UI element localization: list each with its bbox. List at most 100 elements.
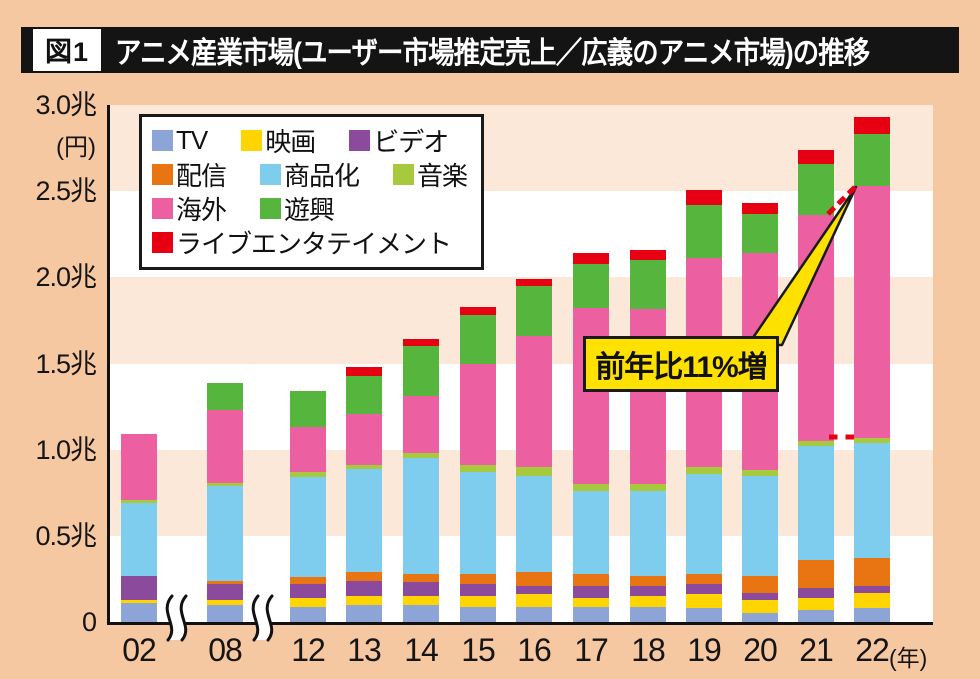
bar-segment-tv bbox=[346, 604, 382, 622]
y-axis-unit: (円) bbox=[56, 134, 96, 161]
bar-segment-movie bbox=[346, 596, 382, 605]
bar-segment-movie bbox=[516, 594, 552, 607]
bar-segment-streaming bbox=[516, 572, 552, 586]
bar-segment-streaming bbox=[346, 572, 382, 581]
y-axis-tick: 3.0兆 bbox=[35, 90, 97, 120]
bar-segment-overseas bbox=[516, 335, 552, 467]
bar-segment-live-entertainment bbox=[460, 306, 496, 316]
bar-segment-streaming bbox=[207, 580, 243, 585]
bar-segment-streaming bbox=[403, 573, 439, 583]
bar-segment-streaming bbox=[798, 559, 834, 588]
bar-segment-live-entertainment bbox=[516, 279, 552, 286]
bar-segment-video bbox=[573, 585, 609, 598]
y-axis: (円) 3.0兆 2.5兆 2.0兆 1.5兆 1.0兆 0.5兆 0 bbox=[0, 90, 99, 637]
title-bar: 図1 アニメ産業市場(ユーザー市場推定売上／広義のアニメ市場)の推移 bbox=[21, 27, 959, 73]
bar-segment-video bbox=[346, 580, 382, 597]
bar-21 bbox=[798, 149, 834, 622]
legend-swatch-amusement bbox=[260, 197, 282, 219]
legend-item-overseas: 海外 bbox=[152, 190, 227, 227]
bar-segment-overseas bbox=[460, 363, 496, 466]
y-axis-tick: 0.5兆 bbox=[35, 520, 97, 551]
bar-segment-tv bbox=[686, 608, 722, 622]
bar-segment-music bbox=[573, 484, 609, 492]
bar-segment-live-entertainment bbox=[854, 117, 890, 135]
bar-segment-live-entertainment bbox=[798, 149, 834, 164]
x-axis-label-16: 16 bbox=[517, 632, 552, 668]
x-axis-label-17: 17 bbox=[574, 632, 609, 668]
legend-swatch-tv bbox=[152, 129, 173, 151]
bar-segment-overseas bbox=[854, 185, 890, 438]
bar-segment-overseas bbox=[403, 396, 439, 454]
legend-item-amusement: 遊興 bbox=[260, 190, 335, 227]
x-axis-label-19: 19 bbox=[687, 632, 722, 668]
bar-12 bbox=[290, 391, 326, 622]
legend: TV 映画 ビデオ 配信 商品化 音楽 海外 遊興 ライブエンタテイメント bbox=[139, 114, 485, 270]
x-axis-label-13: 13 bbox=[347, 632, 382, 668]
bar-segment-video bbox=[742, 592, 778, 600]
bar-segment-amusement bbox=[516, 285, 552, 336]
bar-segment-movie bbox=[742, 599, 778, 614]
bar-segment-overseas bbox=[207, 410, 243, 483]
bar-segment-streaming bbox=[290, 577, 326, 585]
legend-swatch-overseas bbox=[152, 197, 173, 219]
bar-segment-tv bbox=[854, 608, 890, 622]
bar-segment-movie bbox=[798, 597, 834, 610]
callout-text: 前年比11%増 bbox=[595, 351, 767, 384]
bar-segment-overseas bbox=[573, 308, 609, 485]
legend-item-merchandising: 商品化 bbox=[260, 156, 360, 193]
legend-item-live-entertainment: ライブエンタテイメント bbox=[152, 224, 452, 261]
bar-segment-tv bbox=[798, 609, 834, 622]
legend-item-movie: 映画 bbox=[241, 122, 316, 159]
bar-segment-overseas bbox=[798, 215, 834, 442]
bar-segment-merchandising bbox=[573, 491, 609, 574]
bar-segment-tv bbox=[290, 606, 326, 622]
bar-segment-overseas bbox=[290, 427, 326, 473]
bar-segment-amusement bbox=[854, 134, 890, 186]
legend-item-music: 音楽 bbox=[393, 156, 468, 193]
bar-segment-video bbox=[798, 587, 834, 598]
bar-19 bbox=[686, 189, 722, 622]
bar-segment-music bbox=[742, 470, 778, 476]
bar-segment-tv bbox=[742, 613, 778, 622]
bar-segment-live-entertainment bbox=[346, 367, 382, 376]
bar-18 bbox=[630, 249, 666, 622]
legend-swatch-video bbox=[349, 129, 371, 151]
bar-segment-video bbox=[854, 585, 890, 593]
x-axis-label-15: 15 bbox=[461, 632, 496, 668]
bar-segment-movie bbox=[290, 597, 326, 607]
bar-segment-amusement bbox=[798, 163, 834, 216]
bar-13 bbox=[346, 367, 382, 622]
bar-segment-movie bbox=[403, 596, 439, 605]
x-axis-label-18: 18 bbox=[631, 632, 666, 668]
bar-segment-live-entertainment bbox=[630, 249, 666, 261]
bar-segment-live-entertainment bbox=[573, 253, 609, 264]
legend-label-video: ビデオ bbox=[373, 126, 449, 157]
bar-20 bbox=[742, 203, 778, 622]
y-axis-tick: 1.0兆 bbox=[35, 434, 97, 465]
bar-segment-video bbox=[403, 582, 439, 597]
bar-segment-video bbox=[290, 584, 326, 598]
legend-label-merchandising: 商品化 bbox=[284, 160, 360, 191]
page-title: アニメ産業市場(ユーザー市場推定売上／広義のアニメ市場)の推移 bbox=[115, 37, 870, 70]
bar-segment-tv bbox=[207, 604, 243, 622]
bar-segment-amusement bbox=[686, 205, 722, 259]
bar-segment-merchandising bbox=[403, 458, 439, 574]
bar-segment-music bbox=[207, 482, 243, 486]
y-axis-tick: 0 bbox=[81, 607, 97, 637]
bar-22 bbox=[854, 117, 890, 622]
bar-segment-tv bbox=[403, 604, 439, 622]
bar-segment-merchandising bbox=[290, 477, 326, 578]
legend-row: 海外 遊興 bbox=[152, 191, 467, 225]
bar-segment-video bbox=[207, 584, 243, 600]
legend-item-video: ビデオ bbox=[349, 122, 449, 159]
bar-segment-music bbox=[460, 465, 496, 473]
bar-segment-movie bbox=[630, 596, 666, 607]
bar-segment-streaming bbox=[630, 575, 666, 586]
bar-segment-merchandising bbox=[121, 503, 157, 576]
bar-segment-tv bbox=[516, 606, 552, 622]
bar-segment-video bbox=[686, 584, 722, 595]
bar-segment-video bbox=[516, 585, 552, 595]
bar-segment-overseas bbox=[346, 413, 382, 466]
legend-swatch-movie bbox=[241, 129, 263, 151]
bar-14 bbox=[403, 339, 439, 622]
